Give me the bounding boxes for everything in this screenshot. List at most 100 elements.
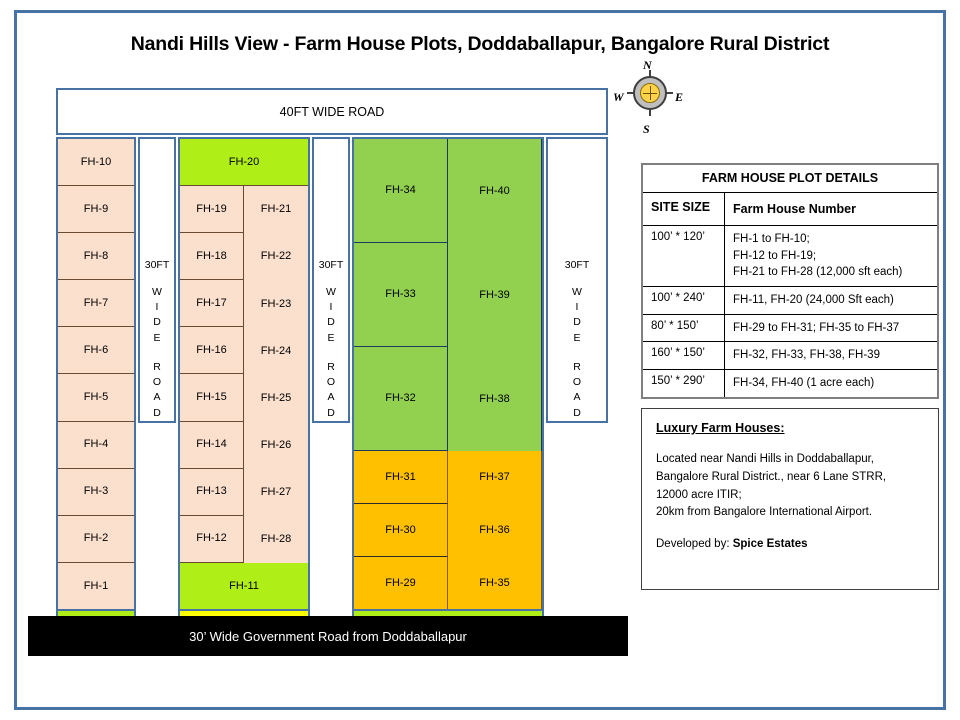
plot-cell[interactable]: FH-3 — [58, 468, 134, 516]
developed-by-label: Developed by: — [656, 538, 733, 551]
plot-cell[interactable]: FH-13 — [180, 468, 244, 516]
plot-pair-row: FH-12 FH-28 — [180, 515, 308, 563]
luxury-farm-houses-info-box: Luxury Farm Houses: Located near Nandi H… — [641, 408, 939, 590]
plot-cell[interactable]: FH-1 — [58, 562, 134, 610]
plot-cell[interactable]: FH-35 — [448, 557, 542, 610]
plot-cell[interactable]: FH-27 — [244, 468, 308, 516]
details-header-farm-house-number: Farm House Number — [733, 202, 856, 216]
table-row: 100’ * 120’ FH-1 to FH-10; FH-12 to FH-19… — [643, 226, 937, 288]
details-table-body: 100’ * 120’ FH-1 to FH-10; FH-12 to FH-19… — [643, 226, 937, 397]
page-title: Nandi Hills View - Farm House Plots, Dod… — [130, 33, 830, 55]
compass-crosshair-horizontal — [643, 92, 657, 94]
table-cell-farm-house-number: FH-29 to FH-31; FH-35 to FH-37 — [733, 321, 900, 334]
plot-cell[interactable]: FH-15 — [180, 374, 244, 422]
plot-pair-row: FH-16 FH-24 — [180, 327, 308, 375]
site-plan-layout: 40FT WIDE ROAD FH-10 FH-9 FH-8 FH-7 FH-6 FH-5… — [56, 88, 608, 652]
table-cell-site-size: 160’ * 150’ — [643, 342, 725, 370]
farm-house-plot-details-table: FARM HOUSE PLOT DETAILS SITE SIZE Farm H… — [641, 163, 939, 399]
table-cell-farm-house-number: FH-32, FH-33, FH-38, FH-39 — [733, 349, 880, 362]
road-3-size: 30FT — [564, 259, 590, 271]
plot-column-c: FH-34 FH-40 FH-33 FH-39 FH-32 FH-38 FH-31 FH-37… — [352, 137, 544, 612]
plot-cell[interactable]: FH-26 — [244, 421, 308, 469]
details-table-header-row: SITE SIZE Farm House Number — [643, 193, 937, 227]
plot-column-b: FH-20 FH-19 FH-21 FH-18 FH-22 FH-17 FH-23 FH-16… — [178, 137, 310, 612]
plot-cell[interactable]: FH-28 — [244, 515, 308, 563]
plot-columns: FH-10 FH-9 FH-8 FH-7 FH-6 FH-5 FH-4 FH-3 FH-2 FH-… — [56, 137, 608, 612]
plot-cell[interactable]: FH-12 — [180, 515, 244, 563]
plot-cell-wide[interactable]: FH-20 — [180, 139, 308, 187]
plot-cell[interactable]: FH-33 — [354, 243, 448, 347]
road-bottom-government: 30’ Wide Government Road from Doddaballa… — [28, 616, 628, 656]
plot-cell[interactable]: FH-24 — [244, 327, 308, 375]
plot-cell[interactable]: FH-38 — [448, 347, 542, 451]
plot-pair-row: FH-15 FH-25 — [180, 374, 308, 422]
road-2-size: 30FT — [318, 259, 344, 271]
info-box-title: Luxury Farm Houses: — [656, 421, 785, 435]
road-1-size: 30FT — [144, 259, 170, 271]
plot-cell[interactable]: FH-31 — [354, 451, 448, 504]
plot-cell[interactable]: FH-23 — [244, 280, 308, 328]
plot-pair-row: FH-17 FH-23 — [180, 280, 308, 328]
info-box-developer-line: Developed by: Spice Estates — [656, 538, 924, 550]
plot-column-a: FH-10 FH-9 FH-8 FH-7 FH-6 FH-5 FH-4 FH-3 FH-2 FH-… — [56, 137, 136, 612]
plot-pair-row: FH-14 FH-26 — [180, 421, 308, 469]
table-cell-farm-house-number: FH-34, FH-40 (1 acre each) — [733, 377, 875, 390]
plot-cell[interactable]: FH-4 — [58, 421, 134, 469]
developer-name: Spice Estates — [732, 538, 808, 551]
plot-cell[interactable]: FH-10 — [58, 139, 134, 187]
plot-cell[interactable]: FH-8 — [58, 233, 134, 281]
plot-cell[interactable]: FH-29 — [354, 557, 448, 610]
table-row: 80’ * 150’ FH-29 to FH-31; FH-35 to FH-37 — [643, 314, 937, 343]
plot-cell[interactable]: FH-30 — [354, 504, 448, 557]
plot-cell-wide[interactable]: FH-11 — [180, 562, 308, 610]
plot-cell[interactable]: FH-6 — [58, 327, 134, 375]
plot-cell[interactable]: FH-16 — [180, 327, 244, 375]
plot-cell[interactable]: FH-36 — [448, 504, 542, 557]
plot-cell[interactable]: FH-7 — [58, 280, 134, 328]
table-cell-site-size: 100’ * 120’ — [643, 226, 725, 287]
compass-label-west: W — [613, 90, 624, 104]
compass-label-south: S — [643, 122, 650, 136]
plot-pair-row: FH-30 FH-36 — [354, 504, 542, 557]
plot-cell[interactable]: FH-25 — [244, 374, 308, 422]
plot-cell[interactable]: FH-2 — [58, 515, 134, 563]
compass-rose-icon: N S W E — [605, 58, 697, 146]
plot-cell[interactable]: FH-19 — [180, 186, 244, 234]
plot-cell[interactable]: FH-22 — [244, 233, 308, 281]
plot-cell[interactable]: FH-9 — [58, 186, 134, 234]
plot-cell[interactable]: FH-37 — [448, 451, 542, 504]
plot-pair-row: FH-33 FH-39 — [354, 243, 542, 347]
plot-cell[interactable]: FH-40 — [448, 139, 542, 243]
plot-cell[interactable]: FH-14 — [180, 421, 244, 469]
plot-cell[interactable]: FH-18 — [180, 233, 244, 281]
table-row: 100’ * 240’ FH-11, FH-20 (24,000 Sft each… — [643, 287, 937, 315]
plot-cell[interactable]: FH-34 — [354, 139, 448, 243]
plot-pair-row: FH-18 FH-22 — [180, 233, 308, 281]
info-box-body: Located near Nandi Hills in Doddaballapu… — [656, 453, 887, 519]
compass-label-north: N — [643, 58, 652, 72]
plot-cell[interactable]: FH-17 — [180, 280, 244, 328]
plot-cell[interactable]: FH-5 — [58, 374, 134, 422]
compass-label-east: E — [675, 90, 684, 104]
plot-cell[interactable]: FH-39 — [448, 243, 542, 347]
table-cell-farm-house-number: FH-1 to FH-10; FH-12 to FH-19; FH-21 to … — [733, 233, 903, 279]
table-cell-farm-house-number: FH-11, FH-20 (24,000 Sft each) — [733, 294, 894, 307]
plot-cell[interactable]: FH-21 — [244, 186, 308, 234]
plot-pair-row: FH-31 FH-37 — [354, 451, 542, 504]
plot-pair-row: FH-32 FH-38 — [354, 347, 542, 451]
table-cell-site-size: 80’ * 150’ — [643, 314, 725, 342]
table-row: 150’ * 290’ FH-34, FH-40 (1 acre each) — [643, 370, 937, 397]
road-top-40ft: 40FT WIDE ROAD — [56, 88, 608, 135]
table-cell-site-size: 150’ * 290’ — [643, 370, 725, 397]
plot-cell[interactable]: FH-32 — [354, 347, 448, 451]
